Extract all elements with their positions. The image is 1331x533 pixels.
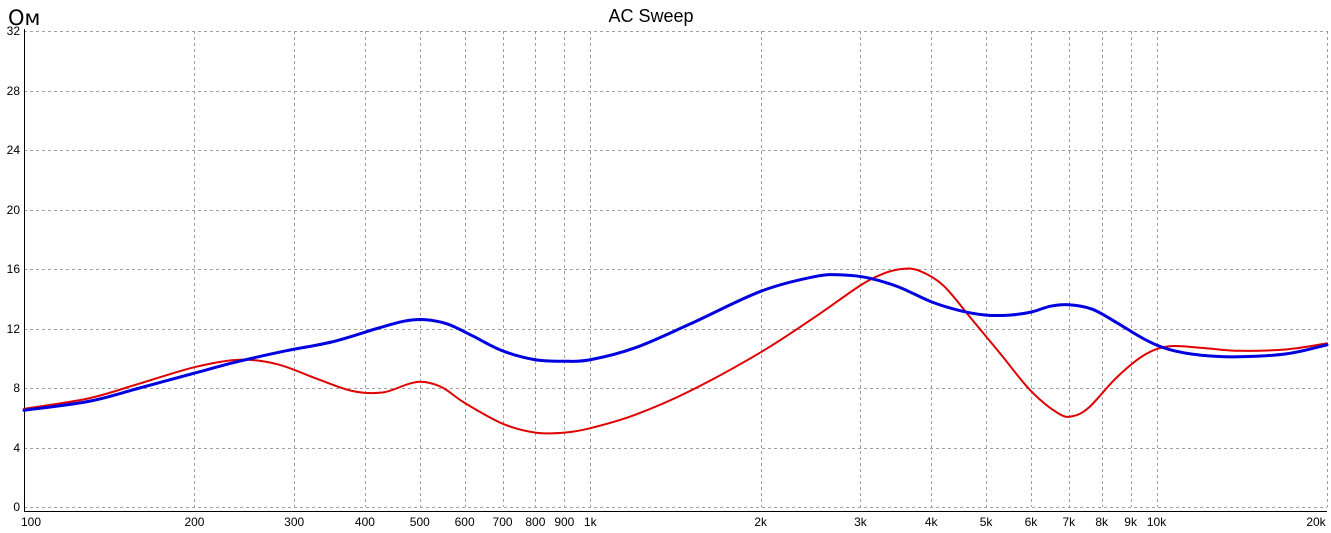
x-tick-label: 8k [1095, 515, 1109, 529]
x-tick-label: 200 [184, 515, 204, 529]
x-tick-label: 7k [1062, 515, 1076, 529]
x-tick-label: 700 [493, 515, 513, 529]
y-tick-label: 12 [7, 322, 21, 336]
x-tick-label: 6k [1025, 515, 1039, 529]
y-tick-label: 20 [7, 203, 21, 217]
x-tick-label: 4k [925, 515, 939, 529]
y-tick-label: 4 [13, 441, 20, 455]
x-tick-label: 1k [584, 515, 598, 529]
y-tick-label: 24 [7, 143, 21, 157]
x-tick-labels: 100 200 300 400 500 600 700 800 900 1k 2k 3k 4k 5k 6k 7… [21, 515, 1327, 529]
x-tick-label: 20k [1306, 515, 1326, 529]
y-tick-label: 28 [7, 84, 21, 98]
series-blue-line [22, 273, 1329, 412]
y-tick-label: 32 [7, 24, 21, 38]
y-axis-unit-label: Ом [8, 6, 40, 30]
axes [24, 29, 1327, 512]
x-tick-label: 3k [854, 515, 868, 529]
x-tick-label: 600 [455, 515, 475, 529]
series-red-line [23, 267, 1328, 435]
x-tick-label: 500 [410, 515, 430, 529]
y-tick-labels: 0 4 8 12 16 20 24 28 32 [7, 24, 21, 514]
x-tick-label: 300 [284, 515, 304, 529]
series-lines [22, 267, 1329, 435]
x-tick-label: 5k [980, 515, 994, 529]
x-tick-label: 10k [1147, 515, 1167, 529]
x-tick-label: 9k [1124, 515, 1138, 529]
x-tick-label: 400 [355, 515, 375, 529]
x-tick-label: 100 [21, 515, 41, 529]
x-tick-label: 800 [525, 515, 545, 529]
y-tick-label: 8 [13, 381, 20, 395]
y-tick-label: 0 [13, 500, 20, 514]
chart-title: AC Sweep [608, 6, 693, 26]
y-tick-label: 16 [7, 262, 21, 276]
x-tick-label: 2k [754, 515, 768, 529]
x-tick-label: 900 [554, 515, 574, 529]
